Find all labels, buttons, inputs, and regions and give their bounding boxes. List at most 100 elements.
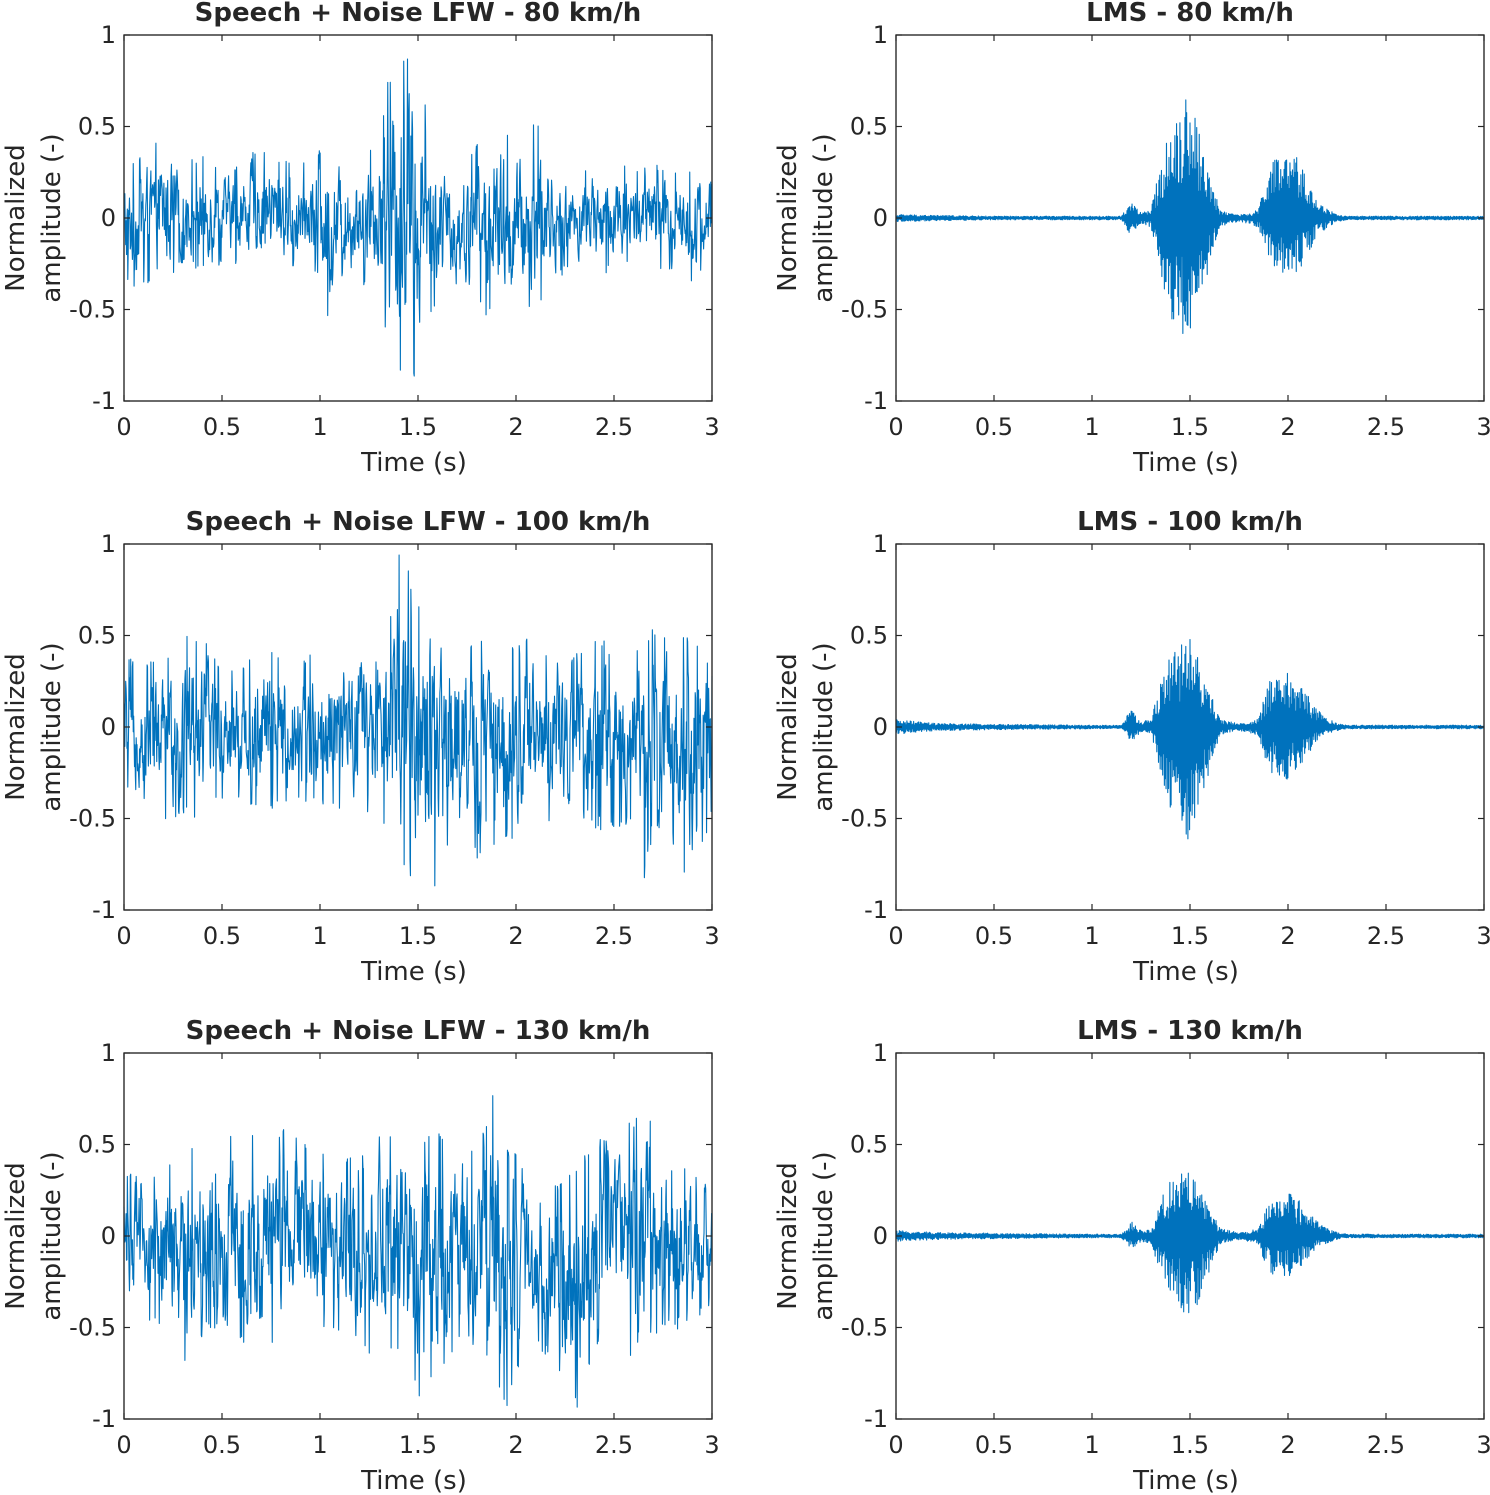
- waveform-line: [895, 1172, 1485, 1314]
- x-tick-label: 0: [116, 922, 131, 950]
- x-tick-label: 1.5: [1171, 922, 1209, 950]
- x-tick-label: 2: [1280, 922, 1295, 950]
- y-axis-label-line-1: Normalized: [773, 1162, 803, 1309]
- x-tick-label: 0: [116, 413, 131, 441]
- y-tick-label: -0.5: [69, 296, 116, 324]
- subplot-4: 0 0.5 1 1.5 2 2.5 3 -1 -0.5 0 0.5 1 LMS - 100 km/h Ti…: [773, 507, 1490, 987]
- x-tick-label: 1.5: [399, 922, 437, 950]
- plot-title: Speech + Noise LFW - 100 km/h: [186, 507, 651, 537]
- y-axis-label-line-1: Normalized: [773, 144, 803, 291]
- x-tick-label: 2.5: [1367, 413, 1405, 441]
- y-tick-label: -0.5: [841, 296, 888, 324]
- x-tick-label: 1: [1084, 1431, 1099, 1459]
- x-tick-label: 2.5: [1367, 922, 1405, 950]
- x-tick-label: 0.5: [975, 922, 1013, 950]
- subplot-3: 0 0.5 1 1.5 2 2.5 3 -1 -0.5 0 0.5 1 Speech + Noise L…: [1, 507, 720, 987]
- x-tick-label: 2: [508, 1431, 523, 1459]
- y-tick-label: 0.5: [850, 622, 888, 650]
- x-tick-label: 1: [312, 1431, 327, 1459]
- waveform-line: [123, 58, 713, 377]
- y-tick-label: 0: [101, 1222, 116, 1250]
- y-axis-label-line-1: Normalized: [1, 653, 31, 800]
- y-tick-label: 1: [101, 1039, 116, 1067]
- x-tick-label: 0: [888, 922, 903, 950]
- x-axis-label: Time (s): [360, 1466, 467, 1495]
- y-tick-label: -1: [864, 387, 888, 415]
- y-axis-label-line-2: amplitude (-): [37, 133, 67, 302]
- plot-title: LMS - 130 km/h: [1077, 1016, 1303, 1046]
- x-axis-label: Time (s): [1132, 957, 1239, 987]
- x-tick-label: 2.5: [595, 1431, 633, 1459]
- x-tick-label: 3: [704, 922, 719, 950]
- y-tick-label: 0: [873, 1222, 888, 1250]
- subplot-6: 0 0.5 1 1.5 2 2.5 3 -1 -0.5 0 0.5 1 LMS - 130 km/h Ti…: [773, 1016, 1490, 1495]
- waveform-line: [123, 554, 713, 887]
- x-tick-label: 1.5: [1171, 413, 1209, 441]
- x-tick-label: 0.5: [975, 1431, 1013, 1459]
- y-tick-label: -1: [92, 387, 116, 415]
- y-axis-label-line-1: Normalized: [773, 653, 803, 800]
- subplot-5: 0 0.5 1 1.5 2 2.5 3 -1 -0.5 0 0.5 1 Speech + Noise L…: [1, 1016, 720, 1495]
- x-tick-label: 0.5: [203, 413, 241, 441]
- x-tick-label: 2: [1280, 413, 1295, 441]
- x-tick-label: 0.5: [203, 1431, 241, 1459]
- x-tick-label: 3: [704, 413, 719, 441]
- y-tick-label: -0.5: [841, 805, 888, 833]
- y-tick-label: 0: [101, 204, 116, 232]
- y-tick-label: -0.5: [841, 1314, 888, 1342]
- y-tick-label: 1: [873, 1039, 888, 1067]
- y-axis-label-line-1: Normalized: [1, 1162, 31, 1309]
- y-tick-label: 1: [101, 530, 116, 558]
- y-tick-label: 0.5: [850, 1131, 888, 1159]
- y-axis-label-line-2: amplitude (-): [37, 642, 67, 811]
- y-tick-label: 1: [873, 530, 888, 558]
- y-axis-label-line-2: amplitude (-): [809, 1151, 839, 1320]
- x-tick-label: 1: [312, 922, 327, 950]
- x-tick-label: 0: [888, 413, 903, 441]
- y-tick-label: 0: [101, 713, 116, 741]
- x-tick-label: 2: [508, 922, 523, 950]
- x-axis-label: Time (s): [360, 448, 467, 478]
- waveform-line: [895, 638, 1485, 840]
- x-tick-label: 0.5: [975, 413, 1013, 441]
- y-tick-label: 0: [873, 713, 888, 741]
- y-axis-label-line-2: amplitude (-): [809, 133, 839, 302]
- plot-title: Speech + Noise LFW - 130 km/h: [186, 1016, 651, 1046]
- plot-title: LMS - 100 km/h: [1077, 507, 1303, 537]
- x-tick-label: 1.5: [399, 1431, 437, 1459]
- x-tick-label: 2.5: [595, 922, 633, 950]
- y-tick-label: 0.5: [78, 1131, 116, 1159]
- y-tick-label: 0.5: [78, 113, 116, 141]
- waveform-line: [123, 1095, 713, 1408]
- plot-title: LMS - 80 km/h: [1086, 0, 1294, 28]
- x-tick-label: 3: [1476, 413, 1490, 441]
- y-axis-label-line-2: amplitude (-): [37, 1151, 67, 1320]
- x-tick-label: 1.5: [1171, 1431, 1209, 1459]
- y-tick-label: -0.5: [69, 1314, 116, 1342]
- plot-title: Speech + Noise LFW - 80 km/h: [195, 0, 642, 28]
- x-tick-label: 1.5: [399, 413, 437, 441]
- x-tick-label: 2: [1280, 1431, 1295, 1459]
- x-tick-label: 3: [704, 1431, 719, 1459]
- x-tick-label: 2.5: [595, 413, 633, 441]
- waveform-line: [895, 99, 1485, 335]
- x-tick-label: 3: [1476, 1431, 1490, 1459]
- y-tick-label: 0.5: [850, 113, 888, 141]
- y-tick-label: -1: [92, 1405, 116, 1433]
- x-tick-label: 2.5: [1367, 1431, 1405, 1459]
- subplot-1: 0 0.5 1 1.5 2 2.5 3 -1 -0.5 0 0.5 1 Speech + Noise L…: [1, 0, 720, 478]
- y-tick-label: 1: [101, 21, 116, 49]
- y-tick-label: 1: [873, 21, 888, 49]
- x-axis-label: Time (s): [360, 957, 467, 987]
- y-tick-label: -1: [864, 896, 888, 924]
- x-axis-label: Time (s): [1132, 448, 1239, 478]
- x-tick-label: 0: [888, 1431, 903, 1459]
- axes-frame: [123, 1052, 713, 1420]
- y-tick-label: 0: [873, 204, 888, 232]
- x-tick-label: 1: [1084, 413, 1099, 441]
- x-tick-label: 3: [1476, 922, 1490, 950]
- subplot-2: 0 0.5 1 1.5 2 2.5 3 -1 -0.5 0 0.5 1 LMS - 80 km/h Tim…: [773, 0, 1490, 478]
- y-tick-label: -1: [864, 1405, 888, 1433]
- y-axis-label-line-1: Normalized: [1, 144, 31, 291]
